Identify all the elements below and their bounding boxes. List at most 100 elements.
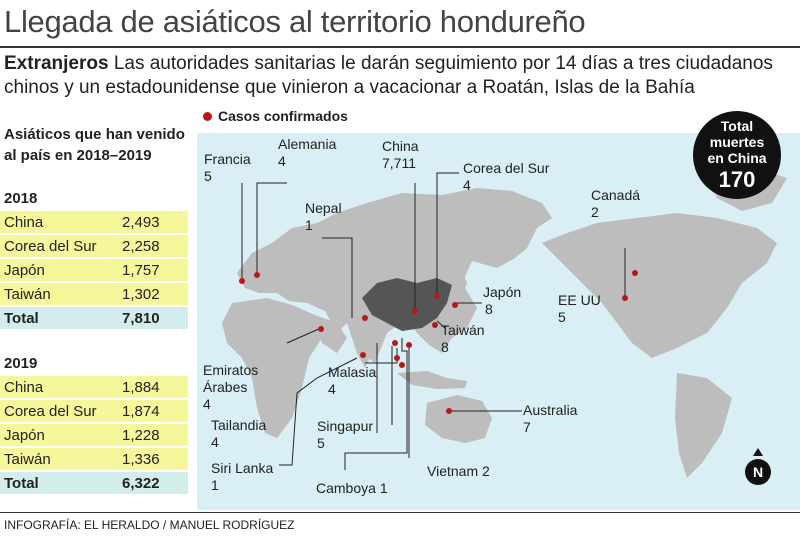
country-name: Corea del Sur [4, 402, 97, 420]
label-vietnam: Vietnam 2 [427, 463, 490, 480]
label-tailandia: Tailandia 4 [211, 417, 266, 451]
marker-eeuu [622, 295, 628, 301]
leader-line [344, 338, 408, 470]
badge-line3: en China [707, 150, 767, 166]
leader-line [365, 348, 398, 364]
label-value: 4 [211, 434, 219, 450]
label-japon: Japón 8 [483, 284, 521, 318]
marker-corea [434, 293, 440, 299]
label-name: Japón [483, 284, 522, 300]
marker-vietnam [406, 342, 412, 348]
leader-line [279, 357, 358, 466]
label-name: Siri Lanka [211, 460, 274, 476]
badge-value: 170 [718, 167, 756, 192]
marker-tailandia [392, 340, 398, 346]
india-shape [347, 323, 377, 368]
label-value: 5 [317, 435, 325, 451]
label-value: 8 [441, 339, 449, 355]
north-arrow-svg: N [745, 448, 771, 485]
marker-malasia [394, 355, 400, 361]
table-row: Taiwán 1,336 [0, 448, 188, 470]
title-rule [0, 46, 800, 48]
country-value: 1,757 [122, 261, 160, 279]
side-heading: Asiáticos que han venido al país en 2018… [4, 126, 185, 164]
label-emiratos: Emiratos Árabes 4 [203, 362, 273, 413]
country-value: 1,302 [122, 285, 160, 303]
year-2018: 2018 [4, 190, 38, 207]
label-taiwan: Taiwán 8 [441, 322, 485, 356]
table-row: Taiwán 1,302 [0, 283, 188, 305]
subtitle-text: Las autoridades sanitarias le darán segu… [4, 53, 773, 98]
marker-emiratos [318, 326, 324, 332]
label-name: Taiwán [441, 322, 485, 338]
label-nepal: Nepal 1 [305, 200, 342, 234]
label-name: Malasia [328, 364, 377, 380]
leader-line [436, 320, 446, 329]
label-value: 7,711 [382, 155, 416, 171]
total-label: Total [4, 309, 39, 327]
table-2018: China 2,493 Corea del Sur 2,258 Japón 1,757… [0, 211, 188, 331]
country-name: Taiwán [4, 450, 51, 468]
country-name: China [4, 378, 44, 396]
label-name: Corea del Sur [463, 160, 550, 176]
country-name: Japón [4, 426, 45, 444]
label-australia: Australia 7 [523, 402, 577, 436]
eurasia-shape [237, 188, 552, 363]
country-name: China [4, 213, 44, 231]
label-china: China 7,711 [382, 138, 419, 172]
legend-dot-icon [203, 111, 212, 121]
marker-alemania [254, 272, 260, 278]
subtitle-lead: Extranjeros [4, 53, 109, 74]
north-america-shape [542, 213, 777, 358]
label-name: Singapur [317, 418, 374, 434]
marker-china [412, 308, 418, 314]
total-deaths-badge: Total muertes en China 170 [693, 111, 781, 199]
label-name: Nepal [305, 200, 342, 216]
label-name: EE UU [558, 292, 601, 308]
country-value: 1,874 [122, 402, 160, 420]
leader-line [286, 327, 322, 344]
label-value: 4 [328, 381, 336, 397]
country-value: 1,884 [122, 378, 160, 396]
label-value: 1 [305, 217, 313, 233]
marker-francia [239, 278, 245, 284]
china-shape [362, 278, 452, 331]
label-singapur: Singapur 5 [317, 418, 373, 452]
total-row: Total 6,322 [0, 472, 188, 494]
label-srilanka: Siri Lanka 1 [211, 460, 273, 494]
label-name: Vietnam [427, 463, 479, 479]
country-value: 1,228 [122, 426, 160, 444]
table-row: Japón 1,757 [0, 259, 188, 281]
marker-srilanka [360, 352, 366, 358]
label-name: Francia [204, 151, 251, 167]
label-alemania: Alemania 4 [278, 136, 336, 170]
table-row: Corea del Sur 2,258 [0, 235, 188, 257]
world-map-svg [222, 168, 787, 478]
footer-rule [0, 512, 800, 513]
indonesia-shape [397, 371, 467, 389]
label-value: 8 [485, 301, 493, 317]
label-camboya: Camboya 1 [316, 480, 388, 497]
label-value: 4 [203, 396, 211, 412]
year-2019: 2019 [4, 355, 38, 372]
leader-lines [241, 172, 626, 470]
total-value: 6,322 [122, 474, 160, 492]
marker-australia [446, 408, 452, 414]
label-value: 7 [523, 419, 531, 435]
badge-line1: Total [720, 118, 754, 134]
total-label: Total [4, 474, 39, 492]
label-value: 2 [591, 204, 599, 220]
label-name: Emiratos Árabes [203, 362, 259, 395]
marker-singapur [399, 362, 405, 368]
south-america-shape [675, 373, 732, 478]
label-name: Tailandia [211, 417, 267, 433]
north-label: N [753, 464, 763, 480]
marker-taiwan [432, 322, 438, 328]
subtitle: Extranjeros Las autoridades sanitarias l… [4, 52, 796, 100]
marker-canada [632, 270, 638, 276]
country-value: 2,258 [122, 237, 160, 255]
label-value: 1 [211, 477, 219, 493]
total-value: 7,810 [122, 309, 160, 327]
label-corea: Corea del Sur 4 [463, 160, 549, 194]
leader-line [256, 182, 287, 273]
